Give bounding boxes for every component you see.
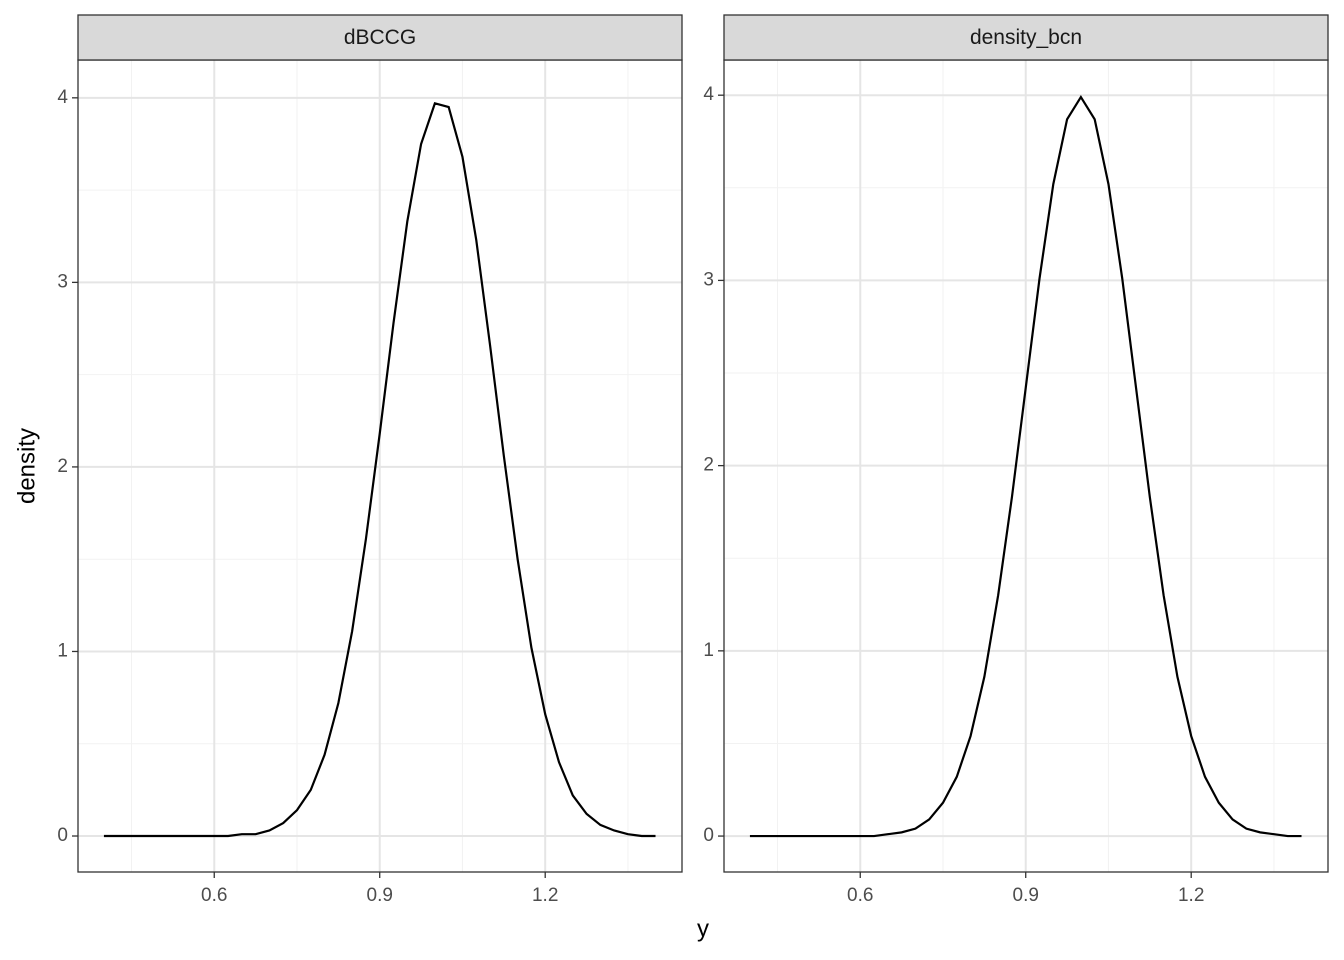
density-line	[749, 94, 1302, 838]
y-tick-label: 3	[703, 269, 714, 290]
x-tick-label: 0.6	[847, 885, 873, 906]
x-tick-label: 0.9	[367, 885, 393, 906]
y-tick-label: 0	[703, 825, 714, 846]
y-tick-label: 2	[703, 455, 714, 476]
strip-label: dBCCG	[344, 26, 416, 49]
x-tick-label: 0.6	[201, 885, 227, 906]
x-axis-title: y	[697, 915, 709, 942]
y-tick-label: 3	[57, 271, 68, 292]
x-tick-label: 1.2	[532, 885, 558, 906]
y-axis-title: density	[13, 428, 40, 504]
y-tick-label: 1	[703, 640, 714, 661]
x-tick-label: 0.9	[1013, 885, 1039, 906]
y-tick-label: 0	[57, 825, 68, 846]
y-tick-label: 2	[57, 456, 68, 477]
y-tick-label: 4	[703, 84, 714, 105]
y-tick-label: 4	[57, 87, 68, 108]
y-tick-label: 1	[57, 640, 68, 661]
strip-label: density_bcn	[970, 26, 1082, 49]
x-tick-label: 1.2	[1178, 885, 1204, 906]
density-line	[103, 102, 656, 838]
strip	[77, 14, 683, 61]
strip	[723, 14, 1329, 61]
